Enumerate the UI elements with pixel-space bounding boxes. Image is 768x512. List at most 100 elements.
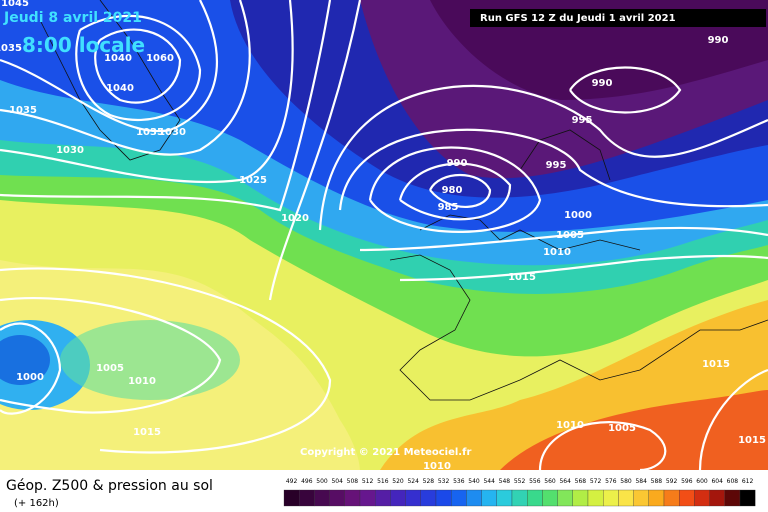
color-scale: 492 496 500 504 508 512 516 520 524 528 532 536 540 5… — [283, 478, 756, 507]
scale-label: 612 — [742, 478, 754, 485]
scale-label: 588 — [651, 478, 663, 485]
scale-label: 536 — [453, 478, 465, 485]
scale-cell — [572, 489, 589, 507]
scale-label: 520 — [392, 478, 404, 485]
scale-label: 500 — [316, 478, 328, 485]
isobar-label: 1030 — [56, 145, 84, 156]
scale-cell — [633, 489, 649, 507]
isobar-label: 1010 — [128, 376, 156, 387]
scale-cell — [527, 489, 543, 507]
isobar-label: 1040 — [106, 83, 134, 94]
isobar-label: 1045 — [1, 0, 29, 9]
copyright: Copyright © 2021 Meteociel.fr — [300, 447, 471, 458]
scale-cell — [603, 489, 619, 507]
isobar-label: 1010 — [423, 461, 451, 472]
isobar-label: 1000 — [564, 210, 592, 221]
scale-cell — [587, 489, 604, 507]
scale-cell — [375, 489, 391, 507]
scale-cell — [329, 489, 345, 507]
isobar-label: 1015 — [702, 359, 730, 370]
scale-label: 580 — [620, 478, 632, 485]
isobar-label: 1030 — [158, 127, 186, 138]
scale-cell — [511, 489, 528, 507]
scale-label: 576 — [605, 478, 617, 485]
scale-label: 572 — [590, 478, 602, 485]
isobar-label: 1025 — [239, 175, 267, 186]
scale-cell — [390, 489, 406, 507]
scale-label: 508 — [347, 478, 359, 485]
isobar-label: 1010 — [543, 247, 571, 258]
scale-cell — [709, 489, 725, 507]
scale-cell — [679, 489, 695, 507]
isobar-label: 1020 — [281, 213, 309, 224]
zone-low-outer — [60, 320, 240, 400]
isobar-label: 1040 — [104, 53, 132, 64]
isobars — [0, 0, 768, 472]
scale-label: 516 — [377, 478, 389, 485]
isobar-label: 995 — [546, 160, 567, 171]
scale-cell — [724, 489, 741, 507]
isobar-label: 1035 — [0, 43, 22, 54]
isobar-label: 1035 — [9, 105, 37, 116]
footer-lead: (+ 162h) — [14, 498, 59, 509]
scale-label: 560 — [544, 478, 556, 485]
scale-label: 544 — [483, 478, 495, 485]
scale-cell — [359, 489, 376, 507]
scale-label: 596 — [681, 478, 693, 485]
scale-label: 492 — [286, 478, 298, 485]
isobar-label: 990 — [592, 78, 613, 89]
scale-label: 552 — [514, 478, 526, 485]
run-box — [470, 9, 766, 27]
isobar-label: 985 — [438, 202, 459, 213]
scale-cell — [420, 489, 437, 507]
scale-label: 496 — [301, 478, 313, 485]
isobar-label: 1015 — [133, 427, 161, 438]
scale-cell — [663, 489, 680, 507]
scale-label: 524 — [407, 478, 419, 485]
scale-cell — [466, 489, 482, 507]
isobar-label: 1000 — [16, 372, 44, 383]
scale-cell — [542, 489, 558, 507]
scale-label: 504 — [331, 478, 343, 485]
scale-label: 584 — [635, 478, 647, 485]
scale-cell — [299, 489, 315, 507]
scale-label: 512 — [362, 478, 374, 485]
isobar-label: 1005 — [608, 423, 636, 434]
scale-cell — [451, 489, 467, 507]
scale-label: 540 — [468, 478, 480, 485]
scale-label: 604 — [711, 478, 723, 485]
scale-cell — [405, 489, 421, 507]
isobar-label: 1005 — [96, 363, 124, 374]
scale-cell — [496, 489, 513, 507]
run-info: Run GFS 12 Z du Jeudi 1 avril 2021 — [480, 13, 676, 24]
forecast-time: 8:00 locale — [22, 33, 145, 57]
scale-cell — [618, 489, 634, 507]
scale-cell — [481, 489, 497, 507]
scale-label: 532 — [438, 478, 450, 485]
forecast-date: Jeudi 8 avril 2021 — [3, 10, 142, 26]
scale-cell — [694, 489, 710, 507]
scale-label: 600 — [696, 478, 708, 485]
scale-cell — [283, 489, 300, 507]
scale-cell — [557, 489, 573, 507]
isobar-label: 1010 — [556, 420, 584, 431]
isobar-label: 1015 — [508, 272, 536, 283]
isobar-label: 990 — [447, 158, 468, 169]
scale-label: 548 — [499, 478, 511, 485]
isobar-label: 980 — [442, 185, 463, 196]
scale-cell — [314, 489, 330, 507]
scale-label: 592 — [666, 478, 678, 485]
isobar-labels: 1045103510401060104010351035103010301025… — [0, 0, 766, 472]
scale-label: 568 — [575, 478, 587, 485]
scale-cell — [648, 489, 665, 507]
coastlines — [39, 0, 768, 401]
isobar-label: 1060 — [146, 53, 174, 64]
scale-label: 564 — [559, 478, 571, 485]
scale-cell — [344, 489, 361, 507]
scale-label: 608 — [727, 478, 739, 485]
isobar-label: 995 — [572, 115, 593, 126]
footer-title: Géop. Z500 & pression au sol — [6, 478, 213, 494]
scale-cell — [435, 489, 452, 507]
zone-low-core — [0, 335, 50, 385]
